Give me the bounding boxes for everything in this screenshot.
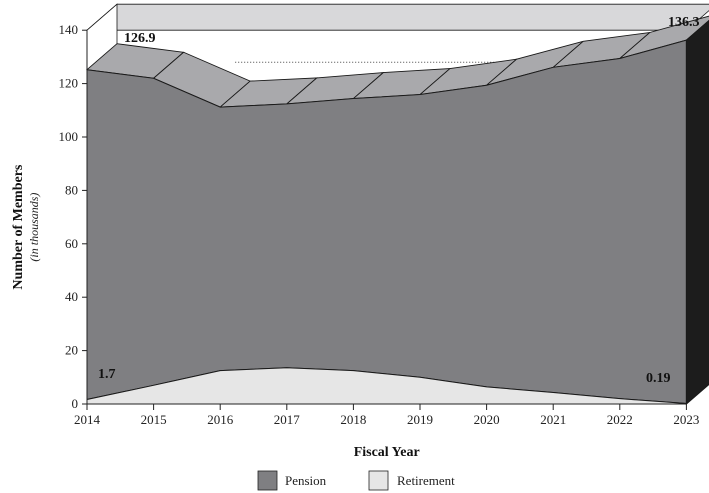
y-tick-label: 140 bbox=[59, 22, 79, 37]
back-wall bbox=[85, 3, 709, 31]
x-tick-label: 2016 bbox=[207, 412, 234, 427]
y-tick-label: 60 bbox=[65, 236, 78, 251]
x-axis-title: Fiscal Year bbox=[354, 445, 420, 460]
x-tick-label: 2018 bbox=[340, 412, 366, 427]
x-tick-label: 2017 bbox=[274, 412, 301, 427]
y-tick-label: 40 bbox=[65, 289, 78, 304]
x-tick-label: 2021 bbox=[540, 412, 566, 427]
legend-label-retirement: Retirement bbox=[397, 473, 455, 488]
y-axis-title: Number of Members bbox=[11, 164, 26, 289]
y-tick-label: 20 bbox=[65, 343, 78, 358]
legend-swatch-pension bbox=[257, 470, 278, 491]
legend-label-pension: Pension bbox=[285, 473, 327, 488]
x-tick-label: 2015 bbox=[141, 412, 167, 427]
x-tick-label: 2022 bbox=[607, 412, 633, 427]
y-axis-subtitle: (in thousands) bbox=[27, 193, 41, 262]
y-tick-label: 0 bbox=[72, 396, 79, 411]
x-tick-label: 2019 bbox=[407, 412, 433, 427]
data-label-2023-total: 136.3 bbox=[668, 15, 700, 30]
y-tick-label: 120 bbox=[59, 76, 79, 91]
x-tick-label: 2014 bbox=[74, 412, 101, 427]
data-label-2023-retirement: 0.19 bbox=[646, 371, 671, 386]
data-label-2014-retirement: 1.7 bbox=[98, 367, 116, 382]
x-tick-label: 2023 bbox=[673, 412, 699, 427]
legend-swatch-retirement bbox=[368, 470, 389, 491]
y-tick-label: 80 bbox=[65, 182, 78, 197]
area-right-side-wall bbox=[685, 19, 709, 406]
y-tick-label: 100 bbox=[59, 129, 79, 144]
data-label-2014-total: 126.9 bbox=[124, 31, 156, 46]
x-tick-label: 2020 bbox=[474, 412, 500, 427]
